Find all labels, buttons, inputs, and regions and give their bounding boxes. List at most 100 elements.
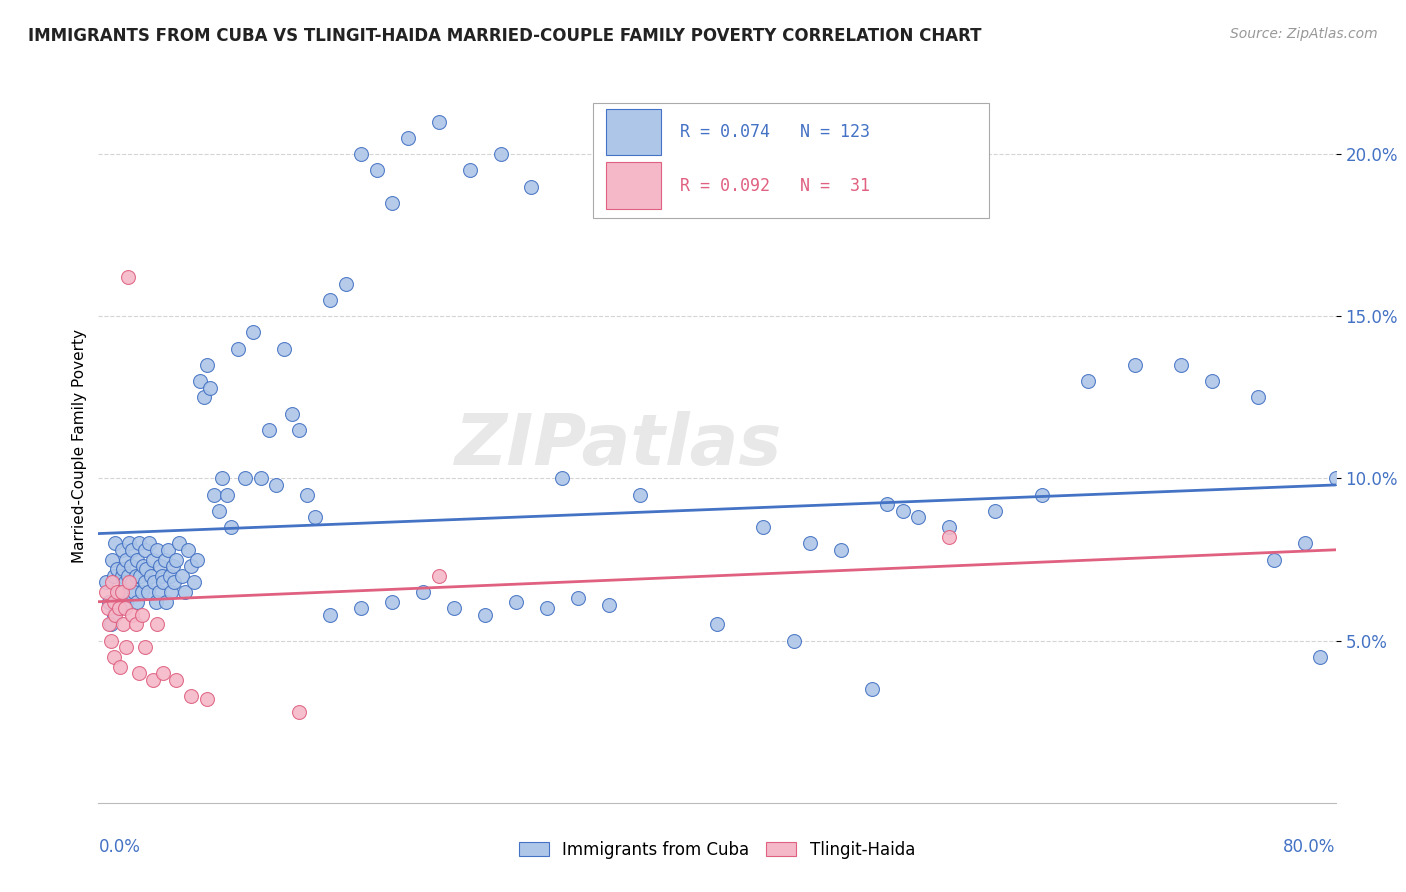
Point bbox=[250, 471, 273, 485]
Point bbox=[112, 585, 135, 599]
Point bbox=[1201, 374, 1223, 388]
Point bbox=[180, 689, 202, 703]
Point bbox=[458, 163, 481, 178]
Point bbox=[108, 659, 131, 673]
Legend: Immigrants from Cuba, Tlingit-Haida: Immigrants from Cuba, Tlingit-Haida bbox=[519, 840, 915, 859]
Point bbox=[938, 530, 960, 544]
Point bbox=[134, 542, 156, 557]
Point bbox=[381, 595, 404, 609]
Point bbox=[103, 607, 125, 622]
Point bbox=[165, 552, 187, 566]
Point bbox=[105, 585, 128, 599]
Point bbox=[115, 595, 138, 609]
Point bbox=[127, 595, 149, 609]
Point bbox=[122, 585, 145, 599]
Point bbox=[830, 542, 852, 557]
Point bbox=[598, 598, 620, 612]
Point bbox=[150, 568, 173, 582]
Point bbox=[412, 585, 434, 599]
Point bbox=[167, 536, 190, 550]
Point bbox=[128, 666, 150, 681]
Point bbox=[170, 568, 193, 582]
Point bbox=[860, 682, 883, 697]
Point bbox=[1031, 488, 1053, 502]
Point bbox=[96, 575, 118, 590]
Point bbox=[101, 552, 124, 566]
Point bbox=[141, 552, 165, 566]
Point bbox=[1077, 374, 1099, 388]
Point bbox=[115, 552, 138, 566]
Point bbox=[567, 591, 589, 606]
Y-axis label: Married-Couple Family Poverty: Married-Couple Family Poverty bbox=[72, 329, 87, 563]
Point bbox=[706, 617, 728, 632]
Point bbox=[132, 559, 155, 574]
FancyBboxPatch shape bbox=[593, 103, 990, 218]
Point bbox=[108, 601, 131, 615]
Point bbox=[505, 595, 527, 609]
Point bbox=[163, 575, 186, 590]
Point bbox=[907, 510, 929, 524]
Point bbox=[152, 666, 174, 681]
Point bbox=[264, 478, 288, 492]
Point bbox=[103, 649, 125, 664]
Point bbox=[129, 568, 152, 582]
Text: R = 0.074   N = 123: R = 0.074 N = 123 bbox=[681, 123, 870, 141]
Point bbox=[145, 595, 167, 609]
Point bbox=[111, 585, 132, 599]
Point bbox=[193, 390, 215, 404]
Point bbox=[131, 585, 153, 599]
Point bbox=[183, 575, 205, 590]
FancyBboxPatch shape bbox=[606, 109, 661, 155]
Point bbox=[103, 595, 125, 609]
Point bbox=[98, 617, 121, 632]
Point bbox=[114, 575, 136, 590]
Point bbox=[1309, 649, 1331, 664]
Point bbox=[273, 342, 295, 356]
Point bbox=[103, 568, 125, 582]
Point bbox=[1170, 358, 1192, 372]
Point bbox=[157, 542, 180, 557]
Point bbox=[118, 585, 141, 599]
Point bbox=[474, 607, 496, 622]
Point bbox=[288, 705, 311, 719]
Point bbox=[136, 585, 159, 599]
Point bbox=[288, 423, 311, 437]
Text: IMMIGRANTS FROM CUBA VS TLINGIT-HAIDA MARRIED-COUPLE FAMILY POVERTY CORRELATION : IMMIGRANTS FROM CUBA VS TLINGIT-HAIDA MA… bbox=[28, 27, 981, 45]
Point bbox=[489, 147, 512, 161]
Point bbox=[443, 601, 465, 615]
Point bbox=[131, 607, 153, 622]
Point bbox=[180, 559, 202, 574]
Point bbox=[96, 585, 118, 599]
Point bbox=[162, 559, 184, 574]
Point bbox=[117, 568, 139, 582]
Point bbox=[242, 326, 264, 340]
Point bbox=[143, 575, 166, 590]
Point bbox=[208, 504, 231, 518]
Text: Source: ZipAtlas.com: Source: ZipAtlas.com bbox=[1230, 27, 1378, 41]
Point bbox=[115, 640, 138, 654]
Point bbox=[350, 147, 373, 161]
Point bbox=[198, 381, 221, 395]
Point bbox=[984, 504, 1007, 518]
Point bbox=[120, 559, 142, 574]
Point bbox=[752, 520, 775, 534]
Point bbox=[153, 552, 176, 566]
Point bbox=[226, 342, 249, 356]
Point bbox=[118, 575, 141, 590]
Point bbox=[319, 607, 342, 622]
Point bbox=[1294, 536, 1316, 550]
Point bbox=[396, 131, 419, 145]
Point bbox=[117, 270, 139, 285]
FancyBboxPatch shape bbox=[606, 162, 661, 209]
Point bbox=[146, 617, 169, 632]
Point bbox=[381, 195, 404, 210]
Point bbox=[152, 575, 174, 590]
Point bbox=[221, 520, 243, 534]
Point bbox=[1247, 390, 1270, 404]
Point bbox=[1263, 552, 1285, 566]
Point bbox=[124, 568, 146, 582]
Point bbox=[160, 585, 183, 599]
Point bbox=[195, 358, 218, 372]
Point bbox=[134, 575, 156, 590]
Point bbox=[319, 293, 342, 307]
